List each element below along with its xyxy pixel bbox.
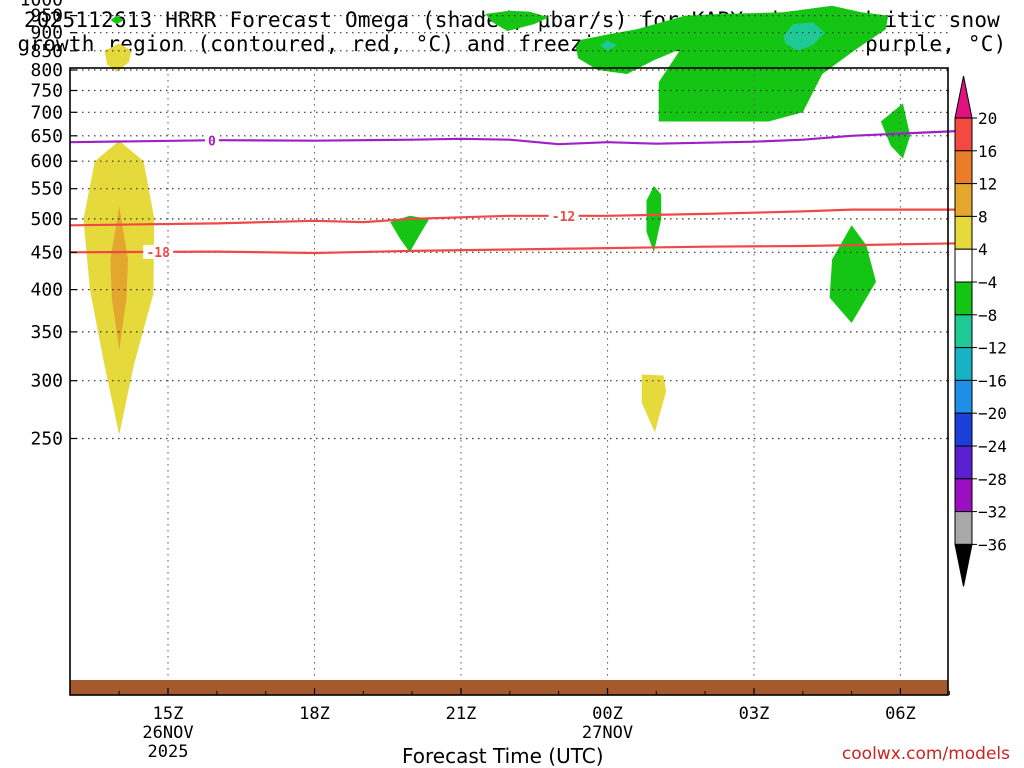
plot-area	[70, 68, 948, 695]
colorbar-swatch-10	[954, 412, 973, 447]
y-tick-label-900: 900	[30, 23, 63, 44]
surface-ground-band	[70, 680, 948, 695]
omega-region-13	[600, 40, 618, 51]
y-axis-labels: 2503003504004505005506006507007508008509…	[20, 0, 63, 449]
x-year-label-2025: 2025	[148, 742, 189, 762]
y-tick-label-350: 350	[30, 322, 63, 343]
y-tick-label-700: 700	[30, 102, 63, 123]
colorbar-label: −32	[978, 503, 1007, 522]
colorbar-label: 8	[978, 207, 988, 226]
colorbar-label: −24	[978, 437, 1007, 456]
contour-label-3: 0	[208, 134, 216, 149]
y-tick-label-550: 550	[30, 179, 63, 200]
y-tick-label-450: 450	[30, 242, 63, 263]
colorbar-label: −20	[978, 404, 1007, 423]
gridlines	[70, 15, 948, 680]
colorbar-label: −16	[978, 371, 1007, 390]
x-tick-label-00Z: 00Z	[592, 704, 623, 724]
colorbar-label: 20	[978, 109, 997, 128]
omega-region-9	[880, 103, 911, 159]
temperature-contours: -18 -12 0	[70, 129, 960, 261]
axes-frame	[69, 15, 950, 696]
plot-background	[70, 68, 948, 695]
y-tick-label-300: 300	[30, 371, 63, 392]
colorbar-label: −8	[978, 306, 997, 325]
y-tick-label-250: 250	[30, 428, 63, 449]
colorbar-swatch-3	[954, 183, 973, 217]
colorbar-label: −4	[978, 273, 997, 292]
y-tick-label-750: 750	[30, 80, 63, 101]
contour-label-bg-3	[204, 133, 219, 148]
contour-line-1	[70, 242, 960, 255]
colorbar-swatch-7	[954, 314, 973, 349]
omega-region-8	[829, 225, 876, 323]
omega-region-2	[110, 206, 128, 351]
colorbar-bottom-arrow	[954, 543, 973, 587]
contour-label-2: -12	[552, 210, 575, 225]
colorbar-label: 16	[978, 142, 997, 161]
site-credit: coolwx.com/models	[841, 744, 1010, 764]
x-date-label-26NOV: 26NOV	[142, 723, 193, 743]
x-tick-label-15Z: 15Z	[153, 704, 184, 724]
x-tick-label-06Z: 06Z	[885, 704, 916, 724]
omega-region-6	[646, 185, 662, 253]
y-tick-label-500: 500	[30, 209, 63, 230]
colorbar-swatch-1	[954, 117, 973, 152]
omega-region-12	[783, 22, 825, 51]
colorbar: 20 16 12 8 4 −4 −8 −12 −16 −20 −24 −28 −32 −36	[954, 75, 1007, 587]
omega-region-4	[110, 15, 125, 25]
x-axis-title: Forecast Time (UTC)	[402, 744, 604, 768]
colorbar-top-arrow	[954, 75, 973, 119]
omega-region-5	[641, 374, 667, 433]
omega-region-10	[485, 10, 549, 31]
contour-line-3	[70, 129, 960, 146]
y-tick-label-650: 650	[30, 126, 63, 147]
omega-shaded-regions	[83, 5, 911, 435]
omega-region-7	[390, 215, 430, 253]
contour-label-bg-2	[548, 208, 579, 223]
x-tick-label-18Z: 18Z	[299, 704, 330, 724]
y-tick-label-950: 950	[30, 6, 63, 27]
x-tick-label-21Z: 21Z	[446, 704, 477, 724]
colorbar-label: −28	[978, 470, 1007, 489]
y-tick-label-400: 400	[30, 280, 63, 301]
plot-frame	[69, 67, 949, 696]
surface-band	[70, 680, 948, 695]
colorbar-swatch-5	[954, 248, 973, 283]
y-tick-label-1000: 1000	[20, 0, 63, 10]
colorbar-swatch-8	[954, 347, 973, 381]
x-tick-label-03Z: 03Z	[739, 704, 770, 724]
colorbar-swatch-12	[954, 478, 973, 513]
contour-label-1: -18	[146, 246, 170, 261]
contour-label-bg-1	[143, 244, 174, 259]
x-date-label-27NOV: 27NOV	[582, 723, 633, 743]
colorbar-label: −12	[978, 339, 1007, 358]
colorbar-label: 12	[978, 175, 997, 194]
colorbar-swatch-13	[954, 511, 973, 545]
colorbar-swatch-9	[954, 379, 973, 414]
contour-line-2	[70, 208, 959, 227]
colorbar-swatch-2	[954, 150, 973, 185]
colorbar-swatch-6	[954, 281, 973, 316]
colorbar-label: −36	[978, 535, 1007, 554]
colorbar-swatch-4	[954, 215, 973, 250]
colorbar-label: 4	[978, 240, 988, 259]
y-tick-label-850: 850	[30, 41, 63, 62]
colorbar-swatch-11	[954, 445, 973, 480]
y-tick-label-800: 800	[30, 60, 63, 81]
y-tick-label-600: 600	[30, 151, 63, 172]
